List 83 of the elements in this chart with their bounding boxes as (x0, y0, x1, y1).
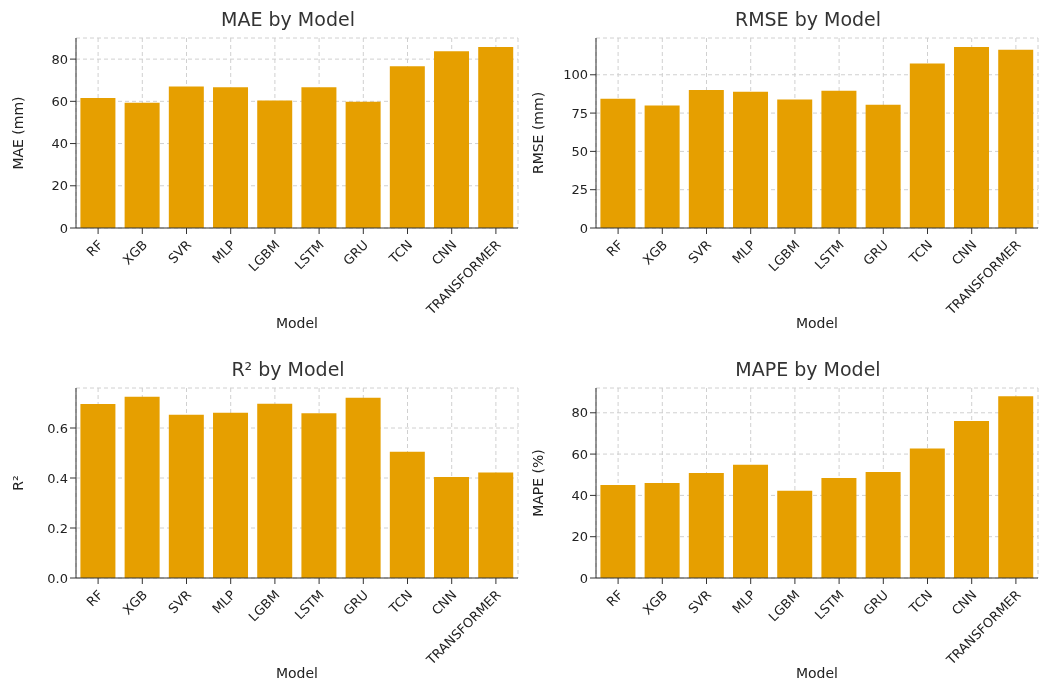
x-tick-label: RF (603, 587, 626, 610)
bar (478, 472, 514, 578)
bar (777, 99, 813, 228)
bar (998, 396, 1034, 578)
y-tick-label: 80 (51, 51, 68, 67)
bar (954, 47, 990, 228)
bar (600, 98, 636, 228)
y-tick-label: 40 (51, 136, 68, 152)
x-tick-label: SVR (685, 587, 715, 617)
x-tick-label: RF (83, 587, 106, 610)
y-tick-label: 0 (579, 220, 588, 236)
bar (345, 101, 381, 228)
y-tick-label: 40 (571, 488, 588, 504)
y-tick-label: 100 (563, 67, 588, 83)
bar (389, 451, 425, 578)
bar (909, 63, 945, 228)
x-tick-label: SVR (685, 237, 715, 267)
bar (821, 90, 857, 228)
y-tick-label: 20 (571, 529, 588, 545)
x-tick-label: SVR (165, 237, 195, 267)
chart-title: RMSE by Model (733, 8, 883, 32)
bar (434, 51, 470, 228)
y-tick-label: 50 (571, 144, 588, 159)
bar (909, 448, 945, 578)
bar (434, 477, 470, 578)
bar (389, 66, 425, 228)
bar (213, 412, 249, 578)
y-tick-label: 60 (571, 446, 588, 462)
bar (644, 105, 680, 228)
bar (124, 102, 160, 228)
bar (168, 414, 204, 578)
bar (478, 47, 514, 228)
bar (124, 396, 160, 578)
bar (733, 91, 769, 228)
y-tick-label: 75 (571, 105, 588, 121)
x-axis-title: Model (795, 665, 839, 681)
y-tick-label: 0.2 (47, 520, 68, 536)
bar (777, 490, 813, 578)
y-tick-label: 80 (571, 405, 588, 421)
y-tick-label: 60 (51, 93, 68, 109)
bar (345, 397, 381, 578)
y-axis-title: MAPE (%) (529, 449, 546, 517)
y-axis-title: R² (9, 475, 26, 491)
y-axis-title: RMSE (mm) (529, 91, 546, 175)
x-tick-label: SVR (165, 587, 195, 617)
chart-title: MAE by Model (220, 8, 356, 32)
bar (600, 485, 636, 578)
bar (865, 472, 901, 578)
bar (954, 421, 990, 578)
x-axis-title: Model (275, 315, 319, 331)
bar (688, 89, 724, 228)
x-tick-label: RF (83, 237, 106, 260)
bar (733, 464, 769, 578)
bar (301, 413, 337, 578)
x-tick-label: TCN (385, 237, 416, 267)
y-tick-label: 20 (51, 178, 68, 194)
x-tick-label: TCN (905, 587, 936, 617)
x-tick-label: TCN (905, 237, 936, 267)
y-tick-label: 0 (579, 570, 588, 586)
x-tick-label: TCN (385, 587, 416, 617)
y-tick-label: 25 (571, 182, 588, 198)
x-axis-title: Model (795, 315, 839, 331)
x-tick-label: RF (603, 237, 626, 260)
y-tick-label: 0 (59, 220, 68, 236)
bar (168, 86, 204, 228)
bar (821, 478, 857, 578)
bar (213, 87, 249, 228)
bar (688, 473, 724, 578)
y-tick-label: 0.4 (47, 470, 68, 486)
bar (644, 483, 680, 578)
chart-title: MAPE by Model (734, 358, 882, 382)
y-tick-label: 0.0 (47, 570, 68, 586)
x-axis-title: Model (275, 665, 319, 681)
bar (257, 403, 293, 578)
y-tick-label: 0.6 (47, 420, 68, 436)
bar (865, 104, 901, 228)
bar (998, 49, 1034, 228)
y-axis-title: MAE (mm) (9, 96, 26, 170)
chart-title: R² by Model (230, 358, 346, 382)
bar (80, 404, 116, 578)
bar (301, 87, 337, 228)
bar (80, 97, 116, 228)
bar (257, 100, 293, 228)
